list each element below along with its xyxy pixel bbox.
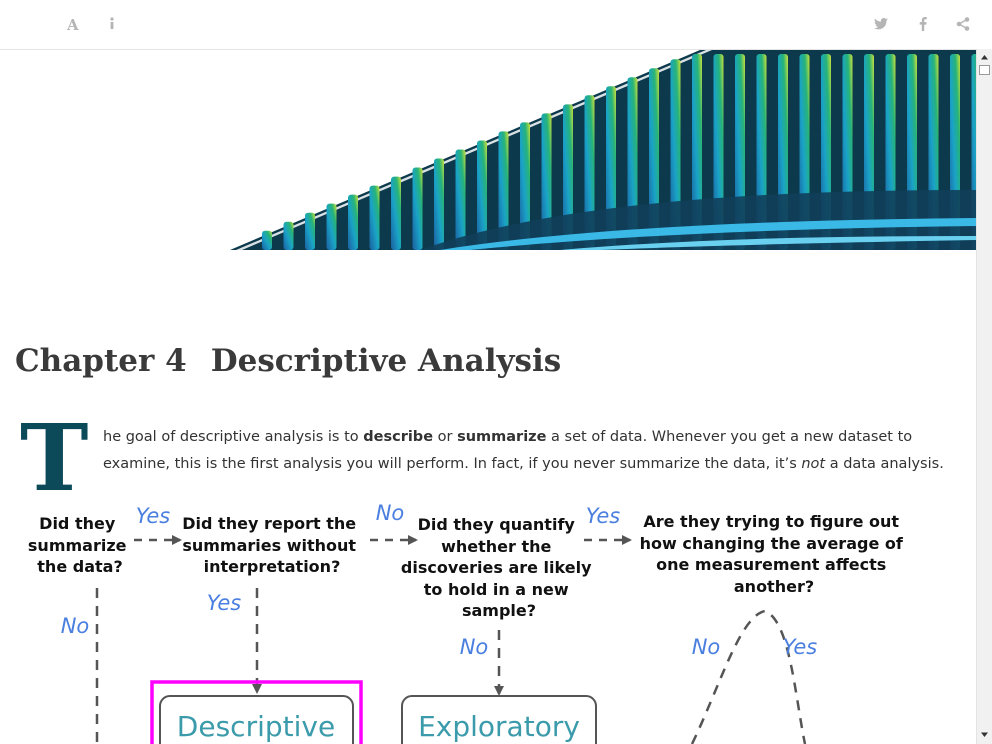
banner-rib: [563, 104, 573, 250]
banner-rib: [412, 167, 423, 250]
page-scrollbar[interactable]: [976, 49, 992, 744]
analysis-type-flowchart: Did they summarize the data? Did they re…: [28, 501, 909, 744]
edge-label-q4-no: No: [692, 635, 721, 659]
banner-rib: [498, 131, 509, 250]
book-toolbar: A: [0, 0, 976, 50]
intro-text: examine, this is the first analysis you …: [103, 456, 802, 472]
banner-rib: [262, 230, 272, 250]
scroll-down-arrow-icon[interactable]: [979, 729, 990, 740]
banner-rib: [305, 212, 315, 250]
intro-bold-summarize: summarize: [457, 429, 547, 445]
chapter-hero-banner: [230, 50, 976, 250]
chapter-title: Descriptive Analysis: [210, 343, 562, 379]
font-settings-icon[interactable]: A: [63, 14, 83, 34]
exploratory-box: [401, 695, 597, 744]
chapter-number: Chapter 4: [15, 343, 187, 379]
intro-italic-not: not: [801, 456, 826, 472]
intro-text: a set of data. Whenever you get a new da…: [546, 429, 913, 445]
banner-rib: [391, 176, 401, 250]
banner-rib: [434, 158, 444, 250]
banner-rib: [348, 194, 358, 250]
intro-bold-describe: describe: [363, 429, 434, 445]
edge-label-q3-yes: Yes: [586, 504, 620, 528]
banner-rib: [455, 149, 466, 250]
edge-label-q3-no: No: [460, 635, 489, 659]
edge-label-q1-yes: Yes: [136, 504, 170, 528]
edge-q4-split: [690, 609, 807, 744]
question-report-summaries: Did they report the summaries without in…: [182, 514, 361, 576]
edge-label-q2-yes: Yes: [207, 591, 241, 615]
intro-text: or: [433, 429, 458, 445]
chapter-heading: Chapter 4 Descriptive Analysis: [15, 343, 561, 379]
drop-cap: T: [20, 404, 89, 512]
descriptive-highlight: [150, 680, 363, 744]
scroll-up-arrow-icon[interactable]: [979, 52, 990, 63]
descriptive-label: Descriptive: [177, 710, 335, 743]
question-summarize: Did they summarize the data?: [28, 514, 132, 576]
banner-rib: [541, 113, 552, 250]
banner-rib: [477, 140, 487, 250]
banner-rib: [369, 185, 380, 250]
banner-rib: [326, 203, 337, 250]
banner-rib: [520, 122, 530, 250]
svg-text:A: A: [66, 16, 79, 32]
intro-line-2: examine, this is the first analysis you …: [103, 451, 963, 478]
intro-line-1: he goal of descriptive analysis is to de…: [103, 424, 963, 451]
twitter-icon[interactable]: [871, 14, 891, 34]
info-icon[interactable]: [102, 14, 122, 34]
banner-rib: [283, 221, 294, 250]
descriptive-box: [159, 695, 354, 744]
intro-text: a data analysis.: [825, 456, 944, 472]
facebook-icon[interactable]: [913, 14, 933, 34]
scrollbar-thumb[interactable]: [979, 65, 990, 75]
intro-paragraph: he goal of descriptive analysis is to de…: [103, 424, 963, 478]
edge-label-q4-yes: Yes: [783, 635, 817, 659]
edge-label-q1-no: No: [61, 614, 90, 638]
intro-text: he goal of descriptive analysis is to: [103, 429, 364, 445]
question-average-effect: Are they trying to figure out how changi…: [640, 512, 909, 596]
exploratory-label: Exploratory: [418, 710, 580, 743]
edge-label-q2-no: No: [376, 501, 405, 525]
share-icon[interactable]: [953, 14, 973, 34]
question-quantify-discoveries: Did they quantify whether the discoverie…: [401, 515, 597, 620]
